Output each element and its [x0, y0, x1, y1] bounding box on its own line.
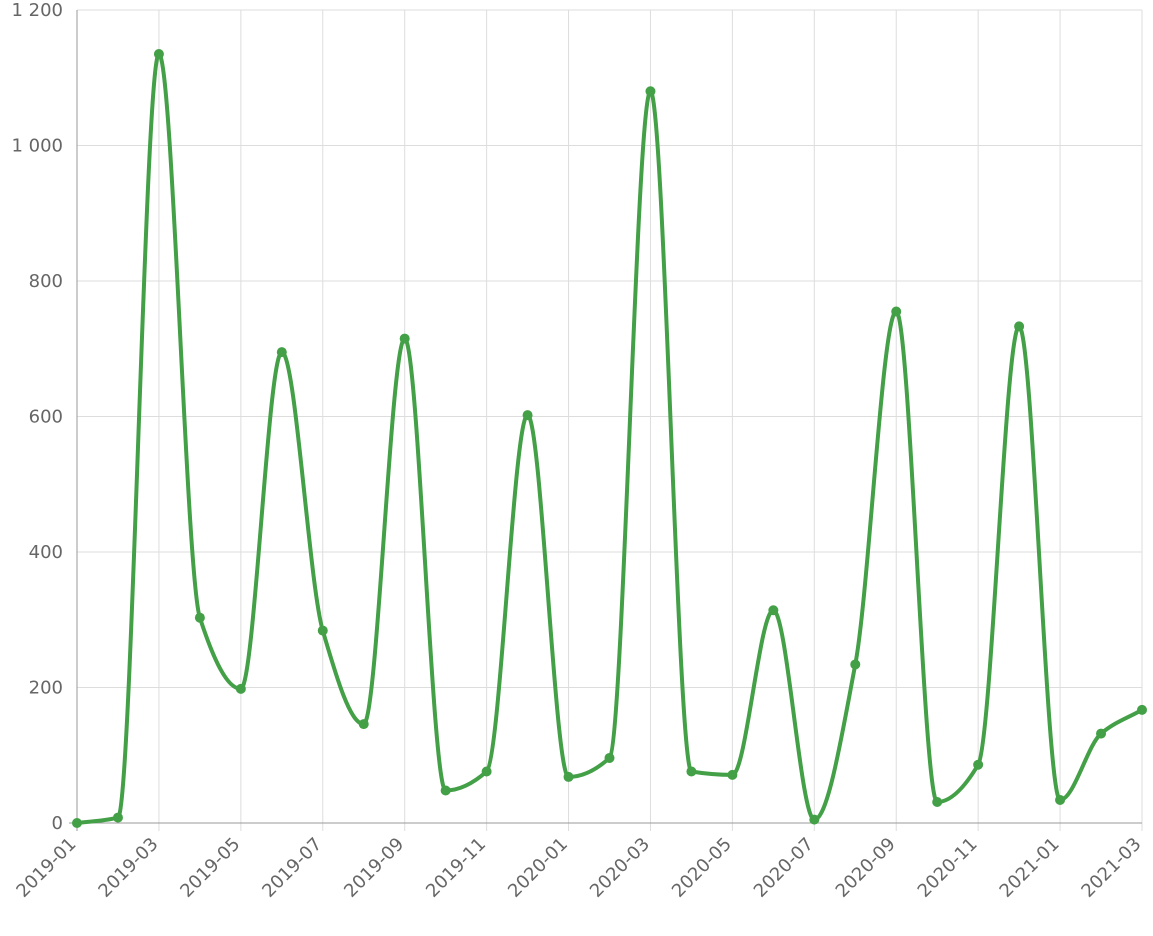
x-tick-label: 2021-01	[996, 834, 1064, 902]
data-point	[563, 771, 574, 782]
data-point	[645, 86, 656, 97]
x-tick-label: 2020-11	[914, 834, 982, 902]
y-tick-label: 400	[29, 542, 63, 563]
data-point	[399, 333, 410, 344]
series-line	[75, 52, 1144, 825]
x-tick-label: 2020-05	[668, 834, 736, 902]
data-point	[973, 759, 984, 770]
x-tick-label: 2020-01	[504, 834, 572, 902]
x-tick-label: 2019-07	[258, 834, 326, 902]
x-tick-labels: 2019-01 2019-03 2019-05 2019-07 2019-09 2019-…	[12, 834, 1145, 902]
series-group	[72, 49, 1147, 828]
y-tick-label: 0	[52, 813, 63, 834]
data-point	[727, 769, 738, 780]
data-point	[1137, 704, 1147, 715]
x-tick-label: 2021-03	[1077, 834, 1145, 902]
data-point	[522, 410, 533, 421]
y-tick-label: 1 200	[11, 0, 63, 21]
y-tick-label: 200	[29, 678, 63, 699]
x-tick-label: 2020-09	[832, 834, 900, 902]
data-point	[809, 814, 820, 825]
data-point	[604, 752, 615, 763]
data-point	[358, 719, 369, 730]
y-tick-labels: 0 200 400 600 800 1 000 1 200	[11, 0, 63, 834]
x-tick-label: 2019-05	[176, 834, 244, 902]
data-point	[1055, 794, 1066, 805]
data-point	[1096, 728, 1107, 739]
x-tick-label: 2019-01	[12, 834, 80, 902]
data-point	[768, 605, 779, 616]
data-point	[440, 785, 451, 796]
x-tick-label: 2019-03	[94, 834, 162, 902]
x-tick-label: 2020-07	[750, 834, 818, 902]
data-point	[932, 796, 943, 807]
y-tick-label: 600	[29, 407, 63, 428]
x-tick-label: 2019-11	[422, 834, 490, 902]
data-point	[1014, 321, 1025, 332]
data-point	[850, 659, 861, 670]
data-point	[72, 818, 82, 828]
data-point	[235, 683, 246, 694]
grid	[76, 9, 1143, 831]
data-point	[194, 612, 205, 623]
data-point	[481, 766, 492, 777]
x-tick-label: 2020-03	[586, 834, 654, 902]
y-tick-label: 1 000	[11, 136, 63, 157]
data-point	[112, 812, 123, 823]
data-point	[891, 306, 902, 317]
x-tick-label: 2019-09	[340, 834, 408, 902]
data-point	[276, 347, 287, 358]
data-point	[317, 625, 328, 636]
data-point	[686, 766, 697, 777]
data-point	[153, 49, 164, 60]
y-tick-label: 800	[29, 271, 63, 292]
